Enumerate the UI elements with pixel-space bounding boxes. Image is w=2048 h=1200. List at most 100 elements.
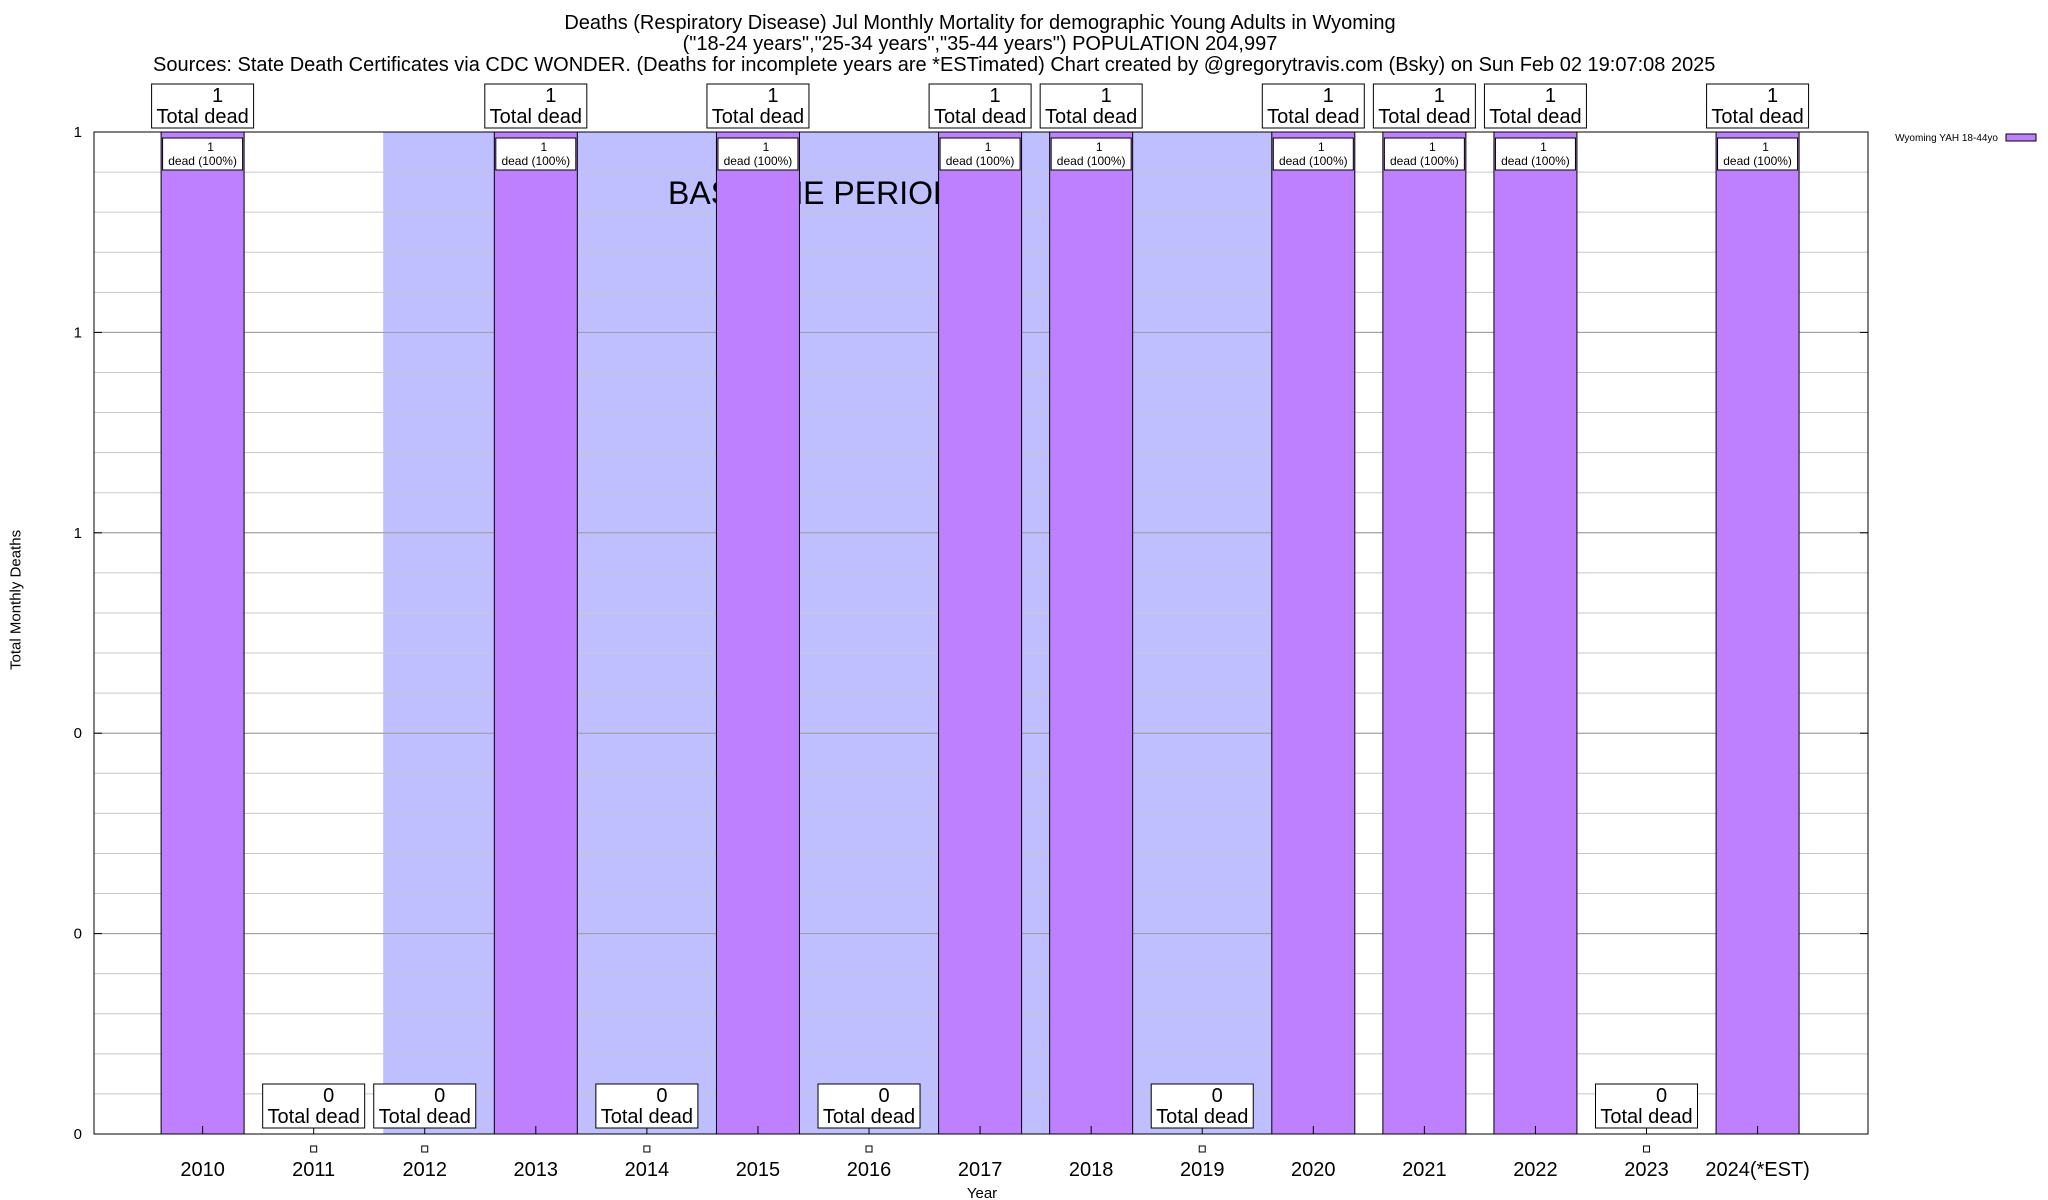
bar-label-box [1494, 137, 1576, 171]
total-label-box [262, 1083, 366, 1129]
zero-marker [1643, 1145, 1651, 1153]
bar-label-value: 1 [763, 140, 770, 154]
bar-label-box [1717, 137, 1799, 171]
total-label-box [1595, 1083, 1699, 1129]
x-tick-label: 2010 [180, 1159, 225, 1181]
total-label-box [151, 83, 255, 129]
total-label-value: 1 [1545, 85, 1556, 107]
bar [1493, 131, 1578, 1135]
legend-entry-label: Wyoming YAH 18-44yo [1895, 133, 1998, 144]
x-tick-label: 2016 [847, 1159, 892, 1181]
bar-label-box [717, 137, 799, 171]
bar-label-value: 1 [985, 140, 992, 154]
total-label-value: 0 [1212, 1085, 1223, 1107]
total-label-text: Total dead [1711, 106, 1803, 128]
bar-label-box [162, 137, 244, 171]
bar-label-box [1050, 137, 1132, 171]
total-label-text: Total dead [379, 1106, 471, 1128]
chart-source-line: Sources: State Death Certificates via CD… [153, 54, 1716, 76]
zero-marker [421, 1145, 429, 1153]
total-label-value: 0 [656, 1085, 667, 1107]
x-tick-label: 2019 [1180, 1159, 1225, 1181]
total-label-text: Total dead [823, 1106, 915, 1128]
bar-label-text: dead (100%) [1723, 154, 1792, 168]
bar-label-text: dead (100%) [168, 154, 237, 168]
x-tick-label: 2022 [1513, 1159, 1558, 1181]
x-tick-label: 2011 [292, 1159, 335, 1181]
x-tick-label: 2014 [625, 1159, 670, 1181]
bar-label-value: 1 [1318, 140, 1325, 154]
bar-label-value: 1 [540, 140, 547, 154]
total-label-text: Total dead [1600, 1106, 1692, 1128]
total-label-text: Total dead [156, 106, 248, 128]
bar [160, 131, 245, 1135]
x-tick-label: 2013 [514, 1159, 559, 1181]
bar [938, 131, 1023, 1135]
zero-marker [1198, 1145, 1206, 1153]
x-tick-label: 2017 [958, 1159, 1003, 1181]
total-label-text: Total dead [712, 106, 804, 128]
total-label-text: Total dead [1045, 106, 1137, 128]
total-label-value: 1 [767, 85, 778, 107]
y-tick-label: 1 [74, 124, 82, 141]
bar [1715, 131, 1800, 1135]
bar-label-text: dead (100%) [946, 154, 1015, 168]
total-label-text: Total dead [268, 1106, 360, 1128]
total-label-box [484, 83, 588, 129]
legend-swatch [2005, 133, 2037, 142]
x-tick-label: 2020 [1291, 1159, 1336, 1181]
total-label-text: Total dead [601, 1106, 693, 1128]
bar-label-value: 1 [207, 140, 214, 154]
total-label-box [706, 83, 810, 129]
x-axis-label: Year [967, 1185, 997, 1200]
total-label-box [595, 1083, 699, 1129]
total-label-value: 0 [434, 1085, 445, 1107]
bar-label-box [1383, 137, 1465, 171]
total-label-box [373, 1083, 477, 1129]
chart-title-line1: Deaths (Respiratory Disease) Jul Monthly… [564, 12, 1396, 34]
total-label-value: 1 [212, 85, 223, 107]
zero-marker [310, 1145, 318, 1153]
baseline-period-label: BASELINE PERIOD [668, 175, 956, 211]
total-label-text: Total dead [1489, 106, 1581, 128]
total-label-value: 1 [1323, 85, 1334, 107]
y-tick-label: 0 [74, 1126, 82, 1143]
total-label-box [928, 83, 1032, 129]
y-tick-label: 0 [74, 725, 82, 742]
total-label-value: 0 [878, 1085, 889, 1107]
total-label-box [1706, 83, 1810, 129]
bar-label-box [495, 137, 577, 171]
x-tick-label: 2024(*EST) [1705, 1159, 1810, 1181]
zero-marker [643, 1145, 651, 1153]
y-tick-label: 1 [74, 525, 82, 542]
total-label-text: Total dead [1267, 106, 1359, 128]
bar-label-box [939, 137, 1021, 171]
total-label-box [1261, 83, 1365, 129]
zero-marker [865, 1145, 873, 1153]
y-tick-label: 0 [74, 926, 82, 943]
total-label-value: 1 [1767, 85, 1778, 107]
bar-label-text: dead (100%) [1279, 154, 1348, 168]
bar-label-text: dead (100%) [1501, 154, 1570, 168]
y-tick-label: 1 [74, 324, 82, 341]
bar-label-value: 1 [1429, 140, 1436, 154]
total-label-value: 1 [545, 85, 556, 107]
total-label-box [1483, 83, 1587, 129]
total-label-box [1150, 1083, 1254, 1129]
total-label-value: 1 [990, 85, 1001, 107]
bar-label-text: dead (100%) [501, 154, 570, 168]
bar-label-value: 1 [1096, 140, 1103, 154]
bar-label-text: dead (100%) [724, 154, 793, 168]
x-tick-label: 2021 [1402, 1159, 1447, 1181]
x-tick-label: 2012 [402, 1159, 447, 1181]
total-label-box [817, 1083, 921, 1129]
x-tick-label: 2015 [736, 1159, 781, 1181]
total-label-text: Total dead [934, 106, 1026, 128]
bar-label-value: 1 [1762, 140, 1769, 154]
total-label-box [1039, 83, 1143, 129]
bar [1382, 131, 1467, 1135]
bar-label-text: dead (100%) [1390, 154, 1459, 168]
bar-label-value: 1 [1540, 140, 1547, 154]
total-label-text: Total dead [1156, 1106, 1248, 1128]
